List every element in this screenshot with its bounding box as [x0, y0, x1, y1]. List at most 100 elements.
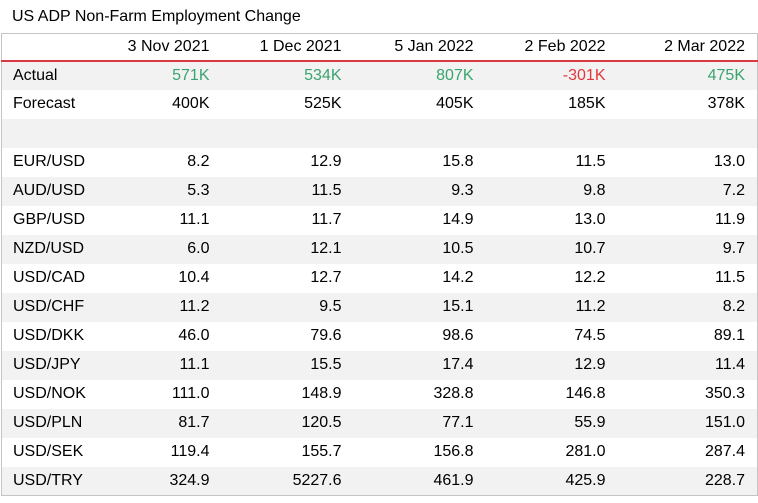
pair-value: 151.0 — [617, 408, 758, 438]
table-row: USD/NOK 111.0 148.9 328.8 146.8 350.3 — [1, 379, 758, 409]
pair-name: USD/NOK — [1, 379, 98, 409]
pair-value: 15.8 — [353, 147, 486, 177]
pair-value: 155.7 — [221, 437, 354, 467]
forecast-row: Forecast 400K 525K 405K 185K 378K — [1, 89, 758, 119]
table-row: AUD/USD 5.3 11.5 9.3 9.8 7.2 — [1, 176, 758, 206]
pair-rows: EUR/USD 8.2 12.9 15.8 11.5 13.0 AUD/USD 5.3 11.5… — [1, 147, 758, 496]
forecast-value: 405K — [353, 89, 486, 119]
table-row: USD/PLN 81.7 120.5 77.1 55.9 151.0 — [1, 408, 758, 438]
pair-name: USD/TRY — [1, 466, 98, 496]
table-row: EUR/USD 8.2 12.9 15.8 11.5 13.0 — [1, 147, 758, 177]
pair-value: 55.9 — [485, 408, 618, 438]
table-title: US ADP Non-Farm Employment Change — [12, 8, 301, 25]
pair-name: USD/CHF — [1, 292, 98, 322]
pair-name: USD/PLN — [1, 408, 98, 438]
pair-name: USD/DKK — [1, 321, 98, 351]
pair-value: 12.9 — [221, 147, 354, 177]
pair-value: 15.1 — [353, 292, 486, 322]
row-label: Forecast — [1, 89, 98, 119]
pair-value: 287.4 — [617, 437, 758, 467]
pair-value: 15.5 — [221, 350, 354, 380]
pair-value: 11.2 — [97, 292, 222, 322]
pair-value: 156.8 — [353, 437, 486, 467]
pair-name: USD/CAD — [1, 263, 98, 293]
pair-name: EUR/USD — [1, 147, 98, 177]
table-row: GBP/USD 11.1 11.7 14.9 13.0 11.9 — [1, 205, 758, 235]
pair-value: 10.5 — [353, 234, 486, 264]
pair-value: 9.3 — [353, 176, 486, 206]
pair-value: 148.9 — [221, 379, 354, 409]
forecast-value: 525K — [221, 89, 354, 119]
pair-value: 89.1 — [617, 321, 758, 351]
pair-name: AUD/USD — [1, 176, 98, 206]
actual-value: 571K — [97, 60, 222, 90]
pair-value: 8.2 — [617, 292, 758, 322]
pair-name: GBP/USD — [1, 205, 98, 235]
table-row: USD/DKK 46.0 79.6 98.6 74.5 89.1 — [1, 321, 758, 351]
pair-value: 228.7 — [617, 466, 758, 496]
pair-value: 11.2 — [485, 292, 618, 322]
pair-value: 12.7 — [221, 263, 354, 293]
forecast-value: 400K — [97, 89, 222, 119]
pair-value: 11.5 — [485, 147, 618, 177]
pair-value: 12.9 — [485, 350, 618, 380]
pair-value: 13.0 — [485, 205, 618, 235]
table-row: USD/CAD 10.4 12.7 14.2 12.2 11.5 — [1, 263, 758, 293]
pair-value: 5.3 — [97, 176, 222, 206]
pair-value: 11.1 — [97, 350, 222, 380]
pair-value: 10.4 — [97, 263, 222, 293]
table-row: USD/TRY 324.9 5227.6 461.9 425.9 228.7 — [1, 466, 758, 496]
pair-value: 77.1 — [353, 408, 486, 438]
pair-value: 111.0 — [97, 379, 222, 409]
column-header-date: 3 Nov 2021 — [97, 33, 222, 62]
pair-name: USD/JPY — [1, 350, 98, 380]
table-row: USD/JPY 11.1 15.5 17.4 12.9 11.4 — [1, 350, 758, 380]
pair-value: 46.0 — [97, 321, 222, 351]
pair-value: 324.9 — [97, 466, 222, 496]
actual-value: 475K — [617, 60, 758, 90]
forecast-value: 185K — [485, 89, 618, 119]
column-header-date: 2 Mar 2022 — [617, 33, 758, 62]
pair-value: 17.4 — [353, 350, 486, 380]
actual-value: 534K — [221, 60, 354, 90]
header-row: 3 Nov 2021 1 Dec 2021 5 Jan 2022 2 Feb 2… — [1, 33, 758, 62]
pair-value: 350.3 — [617, 379, 758, 409]
pair-value: 146.8 — [485, 379, 618, 409]
pair-value: 6.0 — [97, 234, 222, 264]
pair-value: 81.7 — [97, 408, 222, 438]
pair-value: 11.9 — [617, 205, 758, 235]
column-header-label — [1, 33, 98, 62]
pair-value: 10.7 — [485, 234, 618, 264]
pair-value: 79.6 — [221, 321, 354, 351]
pair-value: 9.8 — [485, 176, 618, 206]
pair-value: 9.5 — [221, 292, 354, 322]
table-row: USD/CHF 11.2 9.5 15.1 11.2 8.2 — [1, 292, 758, 322]
pair-value: 8.2 — [97, 147, 222, 177]
pair-value: 7.2 — [617, 176, 758, 206]
pair-value: 11.5 — [617, 263, 758, 293]
pair-value: 281.0 — [485, 437, 618, 467]
column-header-date: 5 Jan 2022 — [353, 33, 486, 62]
pair-value: 120.5 — [221, 408, 354, 438]
pair-value: 11.4 — [617, 350, 758, 380]
forecast-value: 378K — [617, 89, 758, 119]
column-header-date: 2 Feb 2022 — [485, 33, 618, 62]
pair-value: 5227.6 — [221, 466, 354, 496]
pair-value: 12.1 — [221, 234, 354, 264]
data-table: 3 Nov 2021 1 Dec 2021 5 Jan 2022 2 Feb 2… — [1, 33, 758, 496]
pair-value: 14.2 — [353, 263, 486, 293]
actual-value: -301K — [485, 60, 618, 90]
pair-value: 74.5 — [485, 321, 618, 351]
pair-value: 11.5 — [221, 176, 354, 206]
pair-name: NZD/USD — [1, 234, 98, 264]
pair-value: 425.9 — [485, 466, 618, 496]
column-header-date: 1 Dec 2021 — [221, 33, 354, 62]
pair-value: 14.9 — [353, 205, 486, 235]
pair-value: 119.4 — [97, 437, 222, 467]
pair-value: 328.8 — [353, 379, 486, 409]
pair-value: 12.2 — [485, 263, 618, 293]
table-row: USD/SEK 119.4 155.7 156.8 281.0 287.4 — [1, 437, 758, 467]
pair-value: 461.9 — [353, 466, 486, 496]
pair-value: 98.6 — [353, 321, 486, 351]
spacer-row — [1, 118, 758, 148]
